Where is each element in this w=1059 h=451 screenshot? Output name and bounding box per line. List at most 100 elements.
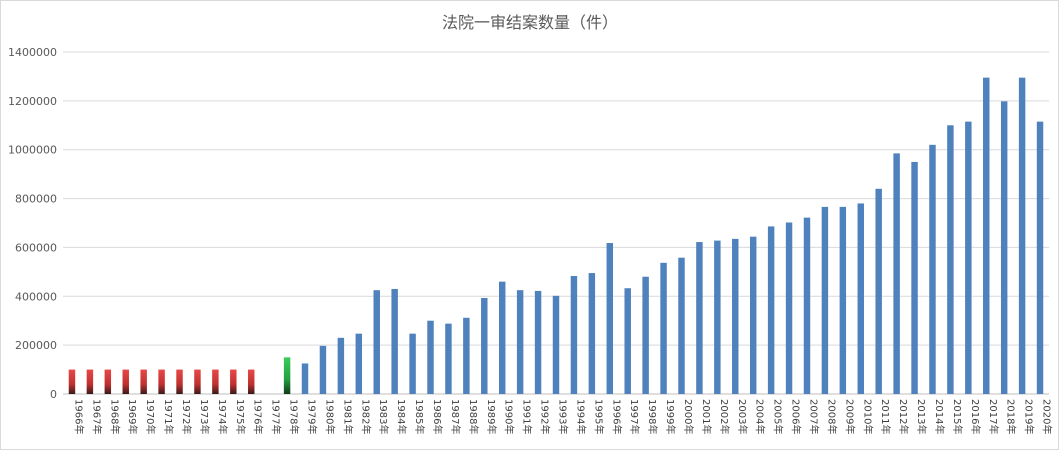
x-tick-label: 1978年: [288, 399, 301, 434]
bar-1999年: [660, 262, 667, 394]
x-tick-label: 1968年: [108, 399, 121, 434]
bar-2007年: [803, 217, 811, 394]
bar-2017年: [983, 77, 990, 395]
bar-2014年: [929, 144, 936, 394]
y-tick-label: 1200000: [8, 95, 57, 108]
x-tick-label: 2001年: [700, 399, 713, 434]
x-tick-label: 2017年: [987, 399, 1000, 434]
bar-1972年: [176, 369, 183, 394]
y-tick-label: 600000: [15, 241, 57, 254]
x-tick-label: 2011年: [879, 399, 892, 434]
x-tick-label: 1983年: [377, 399, 390, 434]
x-tick-label: 2015年: [951, 399, 964, 434]
bar-1986年: [427, 320, 434, 394]
bar-1980年: [319, 345, 327, 394]
bar-2005年: [767, 226, 775, 394]
x-tick-label: 2010年: [861, 399, 874, 434]
x-tick-label: 1998年: [646, 399, 659, 434]
bar-1992年: [534, 290, 542, 394]
bar-1974年: [212, 369, 219, 394]
bar-1991年: [516, 290, 524, 394]
x-tick-label: 2005年: [772, 399, 785, 434]
x-tick-label: 1970年: [144, 399, 157, 434]
bar-1978年: [283, 357, 291, 394]
bar-1984年: [391, 288, 398, 394]
bar-1988年: [463, 317, 470, 394]
x-tick-label: 1993年: [557, 399, 570, 434]
bar-2003年: [732, 238, 739, 394]
x-tick-label: 1990年: [503, 399, 516, 434]
x-tick-label: 2013年: [915, 399, 928, 434]
bar-1998年: [642, 276, 649, 394]
y-tick-label: 200000: [15, 339, 57, 352]
x-tick-label: 1971年: [162, 399, 175, 434]
x-tick-label: 2000年: [682, 399, 695, 434]
x-tick-label: 1977年: [270, 399, 283, 434]
bar-1976年: [248, 369, 255, 394]
bar-1979年: [301, 363, 309, 394]
bar-2001年: [696, 242, 703, 394]
x-tick-label: 1974年: [216, 399, 229, 434]
bar-1994年: [570, 276, 578, 394]
x-tick-label: 1969年: [126, 399, 139, 434]
bar-2013年: [911, 161, 918, 394]
bar-1995年: [588, 273, 596, 394]
bar-1966年: [68, 369, 76, 394]
x-tick-label: 1997年: [628, 399, 641, 434]
bar-1970年: [140, 369, 147, 394]
bar-1987年: [445, 323, 452, 394]
x-tick-label: 1967年: [90, 399, 103, 434]
x-tick-label: 2014年: [933, 399, 946, 434]
x-tick-label: 1979年: [306, 399, 319, 434]
bar-2009年: [839, 206, 847, 394]
x-tick-label: 1988年: [467, 399, 480, 434]
x-tick-label: 2019年: [1023, 399, 1036, 434]
x-tick-label: 1991年: [521, 399, 534, 434]
x-tick-label: 1972年: [180, 399, 193, 434]
y-tick-label: 1000000: [8, 144, 57, 157]
x-tick-label: 2008年: [825, 399, 838, 434]
bar-2012年: [893, 153, 900, 394]
x-tick-label: 1987年: [449, 399, 462, 434]
x-tick-label: 1994年: [574, 399, 587, 434]
bar-2002年: [714, 240, 721, 394]
bar-2019年: [1018, 77, 1026, 395]
bar-1971年: [158, 369, 165, 394]
bar-1983年: [373, 290, 380, 394]
y-tick-label: 0: [50, 388, 57, 401]
bar-2008年: [821, 206, 829, 394]
bar-1993年: [552, 295, 560, 394]
bar-2010年: [857, 203, 864, 394]
x-tick-label: 1995年: [592, 399, 605, 434]
x-tick-label: 2012年: [897, 399, 910, 434]
x-tick-label: 1986年: [431, 399, 444, 434]
x-tick-label: 1985年: [413, 399, 426, 434]
x-tick-label: 1966年: [72, 399, 85, 434]
x-tick-label: 1980年: [323, 399, 336, 434]
y-tick-label: 800000: [15, 193, 57, 206]
bar-1990年: [498, 281, 506, 394]
x-tick-label: 1984年: [395, 399, 408, 434]
bar-1981年: [337, 337, 345, 394]
x-tick-label: 1982年: [359, 399, 372, 434]
bar-1967年: [86, 369, 94, 394]
x-tick-label: 2003年: [736, 399, 749, 434]
x-tick-label: 2020年: [1041, 399, 1054, 434]
bar-2016年: [965, 121, 972, 394]
bar-2015年: [947, 125, 954, 395]
x-tick-label: 2007年: [807, 399, 820, 434]
bar-2006年: [785, 222, 793, 394]
x-tick-label: 1981年: [341, 399, 354, 434]
bar-2020年: [1036, 121, 1044, 394]
bar-2011年: [875, 188, 882, 394]
x-tick-label: 1992年: [539, 399, 552, 434]
bar-1996年: [606, 243, 614, 394]
x-tick-label: 1976年: [252, 399, 265, 434]
bar-1985年: [409, 333, 416, 394]
x-tick-label: 1996年: [610, 399, 623, 434]
x-tick-label: 1975年: [234, 399, 247, 434]
x-tick-label: 2009年: [843, 399, 856, 434]
y-axis-ticks: 0 200000 400000 600000 800000 1000000 1200000 1…: [8, 46, 57, 401]
